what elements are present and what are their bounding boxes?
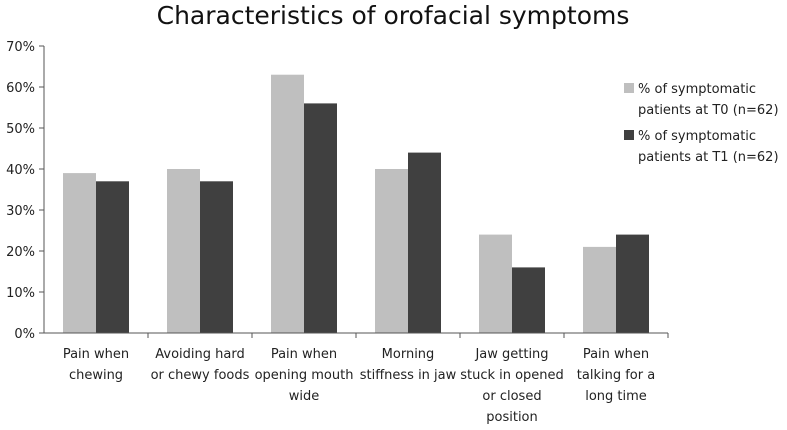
y-axis: 0% 10% 20% 30% 40% 50% 60% 70% (6, 40, 45, 342)
legend: % of symptomatic patients at T0 (n=62) % o… (624, 82, 779, 165)
chart-title: Characteristics of orofacial symptoms (157, 1, 630, 30)
y-tick-label: 10% (6, 286, 35, 301)
category-label: Jaw getting stuck in opened or closed posit… (460, 347, 564, 425)
bar-t0 (271, 74, 304, 333)
bar-t0 (479, 234, 512, 333)
bar-t0 (63, 173, 96, 333)
category-label: Pain when talking for a long time (577, 347, 655, 404)
legend-swatch (624, 83, 634, 93)
bar-t1 (304, 103, 337, 334)
bar-t1 (408, 152, 441, 333)
y-tick-label: 70% (6, 40, 35, 55)
bar-t0 (375, 169, 408, 333)
x-axis: Pain when chewing Avoiding hard or chewy fo… (44, 332, 669, 425)
category-label: Morning stiffness in jaw (360, 347, 457, 383)
bar-t0 (167, 169, 200, 333)
bar-t1 (616, 234, 649, 333)
y-tick-label: 40% (6, 163, 35, 178)
category-label: Pain when chewing (63, 347, 129, 383)
bar-t1 (96, 181, 129, 333)
y-tick-label: 0% (14, 327, 35, 342)
bar-t1 (512, 267, 545, 333)
legend-label: % of symptomatic patients at T0 (n=62) (638, 82, 779, 118)
bars (63, 74, 649, 334)
y-tick-label: 30% (6, 204, 35, 219)
legend-swatch (624, 130, 634, 140)
y-tick-label: 60% (6, 81, 35, 96)
category-label: Avoiding hard or chewy foods (151, 347, 250, 383)
y-tick-label: 50% (6, 122, 35, 137)
category-label: Pain when opening mouth wide (255, 347, 354, 404)
y-tick-label: 20% (6, 245, 35, 260)
legend-label: % of symptomatic patients at T1 (n=62) (638, 129, 779, 165)
bar-t0 (583, 246, 616, 333)
bar-t1 (200, 181, 233, 333)
